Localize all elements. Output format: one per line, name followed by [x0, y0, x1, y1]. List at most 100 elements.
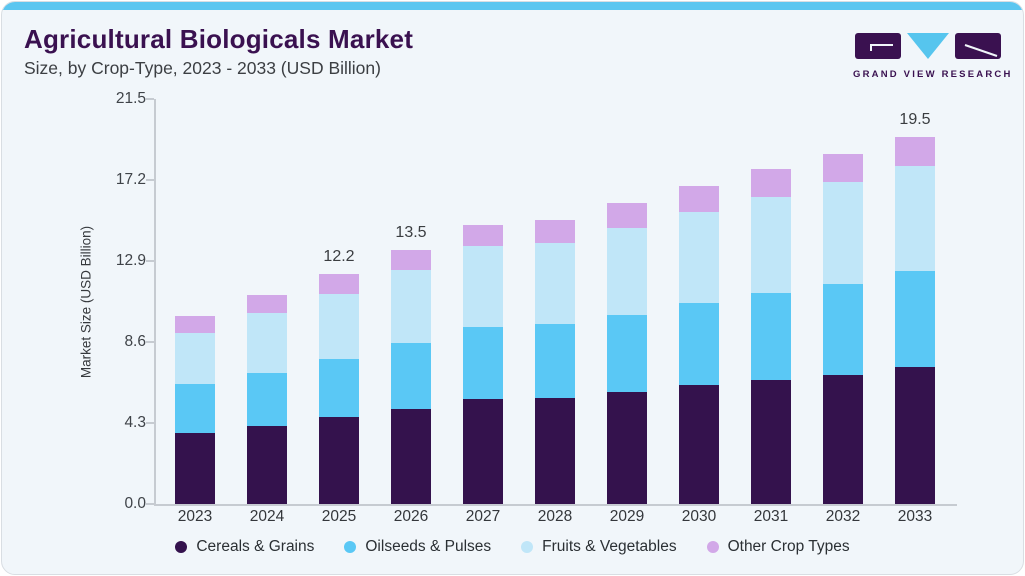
bar-segment-2027-oilseeds-pulses	[463, 326, 503, 399]
bar-total-label-2025: 12.2	[323, 248, 355, 266]
legend-dot-icon	[175, 541, 188, 553]
bar-segment-2025-cereals-grains	[319, 417, 359, 504]
x-axis-line	[154, 504, 957, 506]
legend-dot-icon	[706, 541, 719, 553]
bar-segment-2024-oilseeds-pulses	[247, 373, 287, 426]
legend-item-cereals-grains: Cereals & Grains	[175, 538, 314, 556]
x-tick-label-2032: 2032	[825, 508, 861, 525]
legend-label: Cereals & Grains	[196, 538, 315, 555]
x-tick-label-2023: 2023	[177, 508, 213, 525]
y-tick-mark	[146, 341, 154, 343]
bar-segment-2029-other-crop-types	[607, 202, 647, 229]
bar-segment-2032-cereals-grains	[823, 374, 863, 504]
bar-segment-2027-fruits-vegetables	[463, 245, 503, 327]
bar-segment-2031-other-crop-types	[751, 168, 791, 197]
y-axis-line	[154, 99, 156, 504]
bar-2029	[607, 202, 647, 504]
bar-segment-2032-other-crop-types	[823, 153, 863, 182]
bar-segment-2025-other-crop-types	[319, 274, 359, 294]
bar-2026	[391, 249, 431, 504]
bar-2024	[247, 294, 287, 504]
bar-segment-2030-fruits-vegetables	[679, 212, 719, 304]
bar-2033	[895, 136, 935, 504]
x-tick-label-2025: 2025	[321, 508, 357, 525]
bar-segment-2027-cereals-grains	[463, 398, 503, 504]
legend-item-other-crop-types: Other Crop Types	[706, 538, 850, 556]
bar-segment-2025-fruits-vegetables	[319, 293, 359, 359]
bar-segment-2029-cereals-grains	[607, 391, 647, 504]
bar-segment-2023-other-crop-types	[175, 315, 215, 333]
legend-label: Oilseeds & Pulses	[365, 538, 492, 555]
bar-2028	[535, 219, 575, 504]
y-tick-mark	[146, 503, 154, 505]
chart-legend: Cereals & Grains Oilseeds & Pulses Fruits …	[2, 538, 1023, 556]
y-tick-mark	[146, 422, 154, 424]
bar-segment-2031-cereals-grains	[751, 379, 791, 504]
bar-segment-2023-oilseeds-pulses	[175, 384, 215, 434]
y-tick-mark	[146, 98, 154, 100]
gvr-logo-mark-icon	[855, 33, 1001, 59]
gvr-logo: GRAND VIEW RESEARCH	[853, 32, 1013, 80]
bar-segment-2033-oilseeds-pulses	[895, 271, 935, 367]
y-tick-mark	[146, 260, 154, 262]
bar-segment-2026-fruits-vegetables	[391, 270, 431, 343]
page-title: Agricultural Biologicals Market	[24, 24, 414, 54]
legend-dot-icon	[344, 541, 357, 553]
bar-segment-2024-fruits-vegetables	[247, 312, 287, 374]
x-tick-label-2033: 2033	[897, 508, 933, 525]
y-tick-label: 17.2	[115, 171, 146, 188]
y-tick-label: 12.9	[115, 252, 146, 269]
top-accent-bar	[2, 2, 1023, 10]
bar-2027	[463, 225, 503, 504]
bar-segment-2028-fruits-vegetables	[535, 243, 575, 325]
plot-area: 0.0 4.3 8.6 12.9 17.2 21.5 12.2 13.5 19.5 2023 2…	[116, 90, 957, 525]
page-subtitle: Size, by Crop-Type, 2023 - 2033 (USD Bil…	[24, 58, 381, 78]
bar-segment-2030-other-crop-types	[679, 185, 719, 213]
y-tick-label: 0.0	[124, 495, 146, 512]
bar-segment-2024-other-crop-types	[247, 294, 287, 313]
bar-segment-2027-other-crop-types	[463, 225, 503, 246]
bar-segment-2028-oilseeds-pulses	[535, 324, 575, 398]
bar-segment-2029-fruits-vegetables	[607, 228, 647, 315]
bar-segment-2026-oilseeds-pulses	[391, 342, 431, 409]
bar-segment-2033-cereals-grains	[895, 366, 935, 504]
y-tick-label: 4.3	[124, 414, 146, 431]
bar-segment-2026-cereals-grains	[391, 408, 431, 504]
bar-total-label-2026: 13.5	[395, 223, 427, 241]
bar-2031	[751, 168, 791, 504]
legend-dot-icon	[521, 541, 534, 553]
logo-text: GRAND VIEW RESEARCH	[853, 69, 1013, 80]
bar-2030	[679, 185, 719, 504]
x-tick-label-2030: 2030	[681, 508, 717, 525]
bar-segment-2032-oilseeds-pulses	[823, 283, 863, 375]
bar-2032	[823, 153, 863, 504]
x-tick-label-2028: 2028	[537, 508, 573, 525]
bar-segment-2026-other-crop-types	[391, 249, 431, 271]
bar-segment-2033-fruits-vegetables	[895, 165, 935, 272]
bar-2025	[319, 274, 359, 504]
x-tick-label-2029: 2029	[609, 508, 645, 525]
bar-segment-2023-cereals-grains	[175, 433, 215, 504]
bar-segment-2029-oilseeds-pulses	[607, 314, 647, 392]
legend-label: Fruits & Vegetables	[542, 538, 677, 555]
bar-segment-2031-oilseeds-pulses	[751, 293, 791, 380]
bar-segment-2030-cereals-grains	[679, 385, 719, 504]
logo-v-triangle-icon	[907, 33, 949, 59]
bar-2023	[175, 315, 215, 504]
x-tick-label-2031: 2031	[753, 508, 789, 525]
bar-segment-2023-fruits-vegetables	[175, 332, 215, 385]
bar-segment-2032-fruits-vegetables	[823, 181, 863, 284]
bar-segment-2030-oilseeds-pulses	[679, 303, 719, 386]
y-tick-label: 8.6	[124, 333, 146, 350]
legend-label: Other Crop Types	[727, 538, 850, 555]
legend-item-oilseeds-pulses: Oilseeds & Pulses	[344, 538, 491, 556]
y-tick-label: 21.5	[115, 90, 146, 107]
y-axis-title: Market Size (USD Billion)	[78, 225, 94, 379]
bar-segment-2028-cereals-grains	[535, 397, 575, 504]
bar-segment-2025-oilseeds-pulses	[319, 358, 359, 418]
bar-segment-2028-other-crop-types	[535, 219, 575, 244]
y-tick-mark	[146, 179, 154, 181]
x-tick-label-2027: 2027	[465, 508, 501, 525]
bar-total-label-2033: 19.5	[899, 110, 931, 128]
